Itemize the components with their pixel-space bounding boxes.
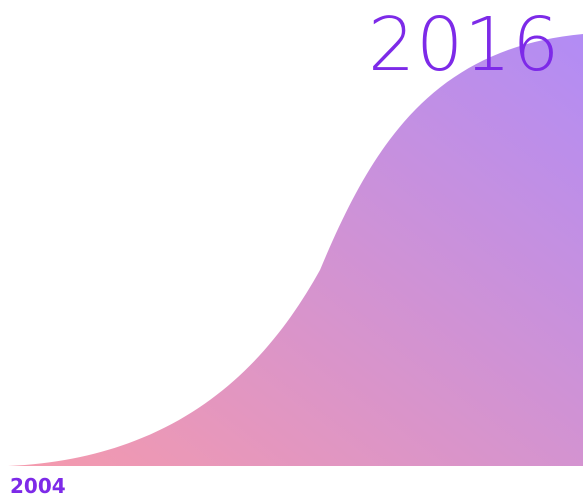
end-year-label: 2016 (368, 2, 561, 88)
growth-area (8, 34, 583, 466)
start-year-label: 2004 (10, 474, 66, 498)
